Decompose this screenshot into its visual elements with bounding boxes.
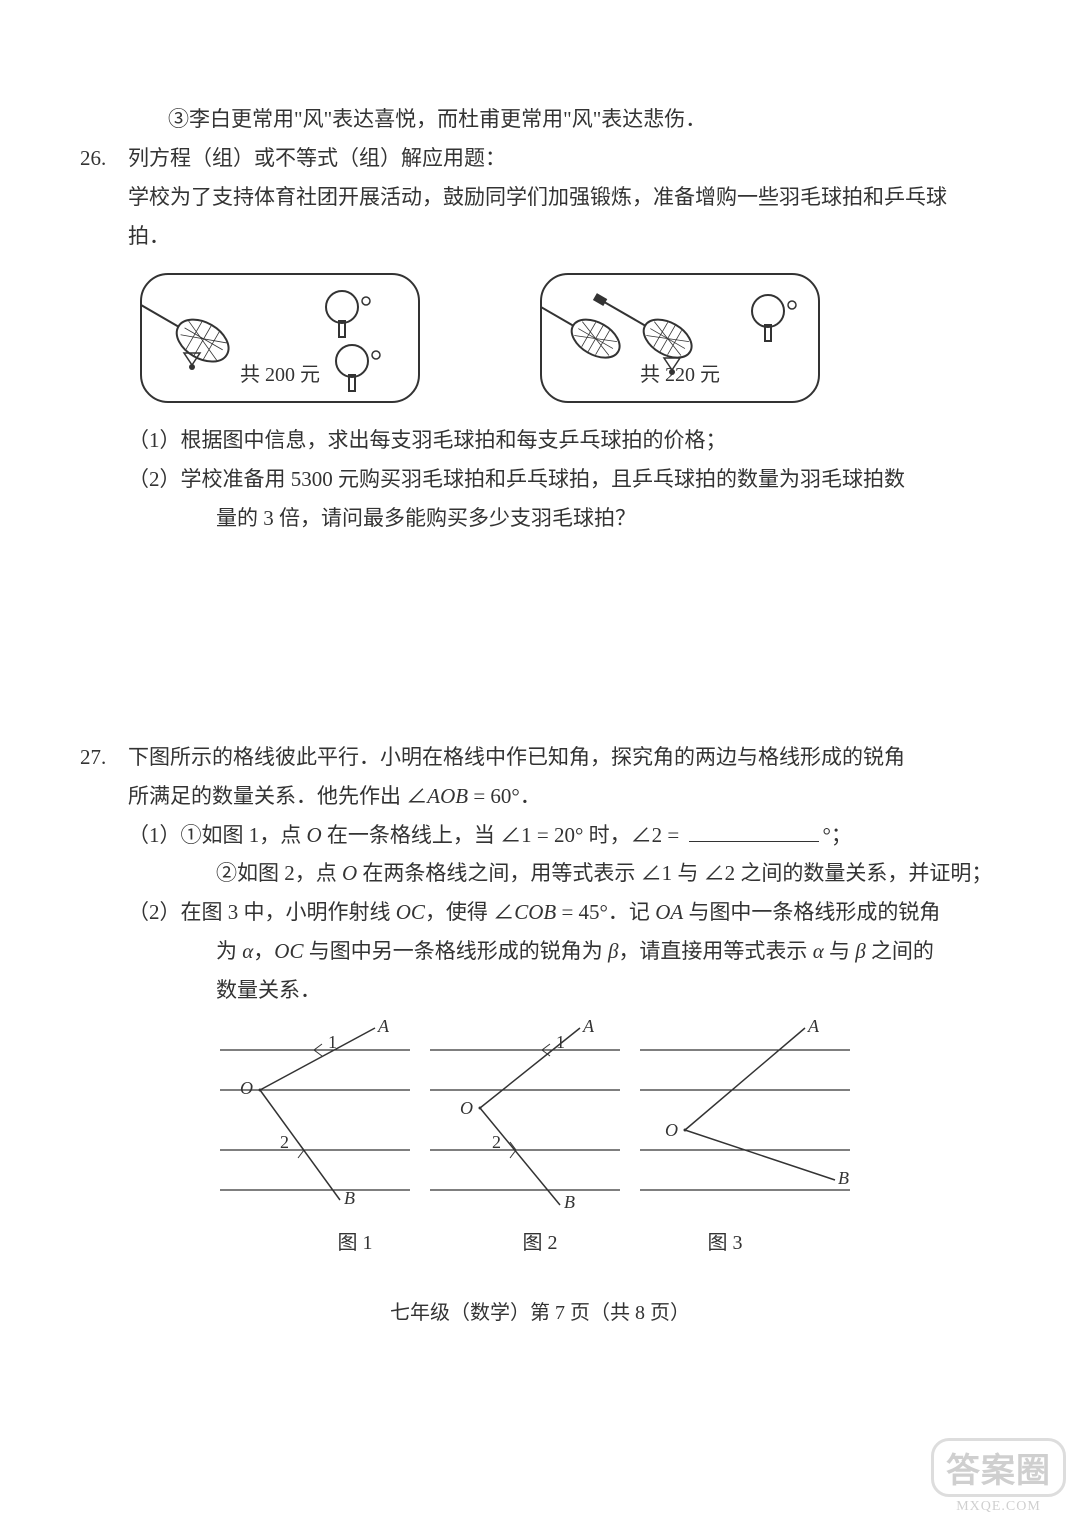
q27-sub1a-mid: 在一条格线上，当 ∠1 = 20° 时，∠2 = xyxy=(322,823,685,847)
q27-sub1a-row: （1）①如图 1，点 O 在一条格线上，当 ∠1 = 20° 时，∠2 = °； xyxy=(80,816,1000,855)
svg-text:2: 2 xyxy=(280,1132,289,1152)
watermark: 答案圈 MXQE.COM xyxy=(931,1438,1066,1515)
svg-text:A: A xyxy=(582,1020,595,1036)
svg-text:O: O xyxy=(460,1098,473,1118)
svg-text:B: B xyxy=(838,1168,849,1188)
q25-sub3: ③李白更常用"风"表达喜悦，而杜甫更常用"风"表达悲伤． xyxy=(80,100,1000,139)
q27-sub2b-OC: OC xyxy=(274,939,303,963)
q27-sub1b-pre: ②如图 2，点 xyxy=(216,861,342,885)
svg-text:1: 1 xyxy=(556,1032,565,1052)
svg-text:A: A xyxy=(807,1020,820,1036)
q27-beta1: β xyxy=(608,939,618,963)
q27-svg: O A 1 B 2 xyxy=(210,1020,870,1220)
svg-text:1: 1 xyxy=(328,1032,337,1052)
svg-text:O: O xyxy=(240,1078,253,1098)
q26-sub2a: （2）学校准备用 5300 元购买羽毛球拍和乒乓球拍，且乒乓球拍的数量为羽毛球拍… xyxy=(80,460,1000,499)
svg-text:2: 2 xyxy=(492,1132,501,1152)
q27-sub2a-COB: COB xyxy=(514,900,556,924)
q27-fig-labels: 图 1 图 2 图 3 xyxy=(80,1226,1000,1255)
fig3-label: 图 3 xyxy=(708,1226,743,1255)
q27-sub2a-pre: （2）在图 3 中，小明作射线 xyxy=(128,900,396,924)
q27-sub2a-OA: OA xyxy=(655,900,683,924)
svg-text:O: O xyxy=(665,1120,678,1140)
q27-sub1b-row: ②如图 2，点 O 在两条格线之间，用等式表示 ∠1 与 ∠2 之间的数量关系，… xyxy=(80,854,1000,893)
q27-sub2b-mid1: ， xyxy=(253,939,274,963)
q27-sub2a-eq: = 45°．记 xyxy=(556,900,655,924)
svg-text:B: B xyxy=(344,1188,355,1208)
q26-num: 26. xyxy=(80,139,128,178)
q26-figures: 共 200 元 xyxy=(140,273,1000,403)
page-footer: 七年级（数学）第 7 页（共 8 页） xyxy=(0,1296,1080,1325)
q26-sub1: （1）根据图中信息，求出每支羽毛球拍和每支乒乓球拍的价格； xyxy=(80,421,1000,460)
q27-alpha1: α xyxy=(242,939,253,963)
q26-line1: 学校为了支持体育社团开展活动，鼓励同学们加强锻炼，准备增购一些羽毛球拍和乒乓球 xyxy=(80,178,1000,217)
svg-text:B: B xyxy=(564,1192,575,1212)
q27-sub2b-row: 为 α，OC 与图中另一条格线形成的锐角为 β，请直接用等式表示 α 与 β 之… xyxy=(80,932,1000,971)
q27-line2: 所满足的数量关系．他先作出 ∠ xyxy=(128,784,427,808)
fill-blank xyxy=(689,821,819,842)
fig1-label: 图 1 xyxy=(338,1226,373,1255)
q27-figure: O A 1 B 2 xyxy=(80,1020,1000,1220)
q26-figure-box-2: 共 220 元 xyxy=(540,273,820,403)
q27-sub2b-mid3: ，请直接用等式表示 xyxy=(618,939,812,963)
q27-sub1a-O: O xyxy=(307,823,322,847)
q27-sub2b-pre: 为 xyxy=(216,939,242,963)
q27-sub2b-mid4: 与 xyxy=(824,939,856,963)
q27-sub2a-OC: OC xyxy=(396,900,425,924)
q27-sub1b-O: O xyxy=(342,861,357,885)
q27-sub2a-post: 与图中一条格线形成的锐角 xyxy=(683,900,940,924)
q26-line2: 拍． xyxy=(80,217,1000,256)
watermark-big: 答案圈 xyxy=(931,1438,1066,1497)
q27-eq60: = 60°． xyxy=(468,784,541,808)
fig2-label: 图 2 xyxy=(523,1226,558,1255)
q26-title-row: 26.列方程（组）或不等式（组）解应用题： xyxy=(80,139,1000,178)
q27-sub1a-post: °； xyxy=(823,823,852,847)
svg-text:A: A xyxy=(377,1020,390,1036)
q27-line2-row: 所满足的数量关系．他先作出 ∠AOB = 60°． xyxy=(80,777,1000,816)
q27-sub1b-post: 在两条格线之间，用等式表示 ∠1 与 ∠2 之间的数量关系，并证明； xyxy=(357,861,992,885)
q27-line1: 下图所示的格线彼此平行．小明在格线中作已知角，探究角的两边与格线形成的锐角 xyxy=(128,745,905,769)
q27-sub2a-mid: ，使得 ∠ xyxy=(425,900,514,924)
rackets-svg-2 xyxy=(542,275,822,405)
q27-beta2: β xyxy=(855,939,865,963)
q26-figure-box-1: 共 200 元 xyxy=(140,273,420,403)
q26-title: 列方程（组）或不等式（组）解应用题： xyxy=(128,146,506,170)
q27-sub2b-post: 之间的 xyxy=(866,939,934,963)
q26-sub2b: 量的 3 倍，请问最多能购买多少支羽毛球拍？ xyxy=(80,499,1000,538)
q27-sub1a-pre: （1）①如图 1，点 xyxy=(128,823,307,847)
q27-sub2c: 数量关系． xyxy=(80,971,1000,1010)
watermark-small: MXQE.COM xyxy=(931,1499,1066,1515)
q27-line1-row: 27.下图所示的格线彼此平行．小明在格线中作已知角，探究角的两边与格线形成的锐角 xyxy=(80,738,1000,777)
q27-sub2b-mid2: 与图中另一条格线形成的锐角为 xyxy=(303,939,608,963)
q27-sub2a-row: （2）在图 3 中，小明作射线 OC，使得 ∠COB = 45°．记 OA 与图… xyxy=(80,893,1000,932)
q27-alpha2: α xyxy=(813,939,824,963)
rackets-svg-1 xyxy=(142,275,422,405)
q27-aob: AOB xyxy=(427,784,468,808)
q27-num: 27. xyxy=(80,738,128,777)
